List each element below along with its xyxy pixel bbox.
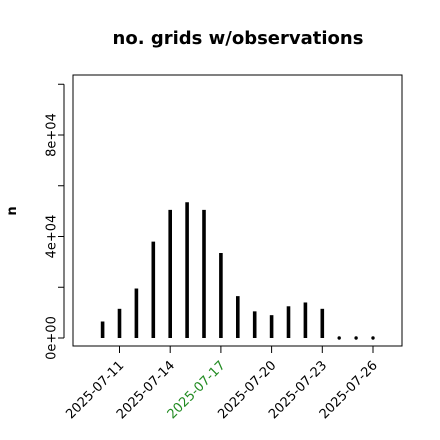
y-tick-label-2: 8e+04	[45, 113, 60, 157]
y-axis-label: n	[5, 206, 20, 215]
x-axis: 2025-07-112025-07-142025-07-172025-07-20…	[63, 345, 381, 422]
bars-group	[100, 202, 375, 340]
chart-title: no. grids w/observations	[113, 28, 364, 49]
y-axis: 0e+00 4e+04 8e+04	[45, 83, 65, 360]
y-tick-label-0: 0e+00	[45, 316, 60, 360]
bar-point-13	[337, 336, 341, 340]
bar-point-14	[354, 336, 358, 340]
y-tick-label-1: 4e+04	[45, 215, 60, 259]
bar-point-15	[371, 336, 375, 340]
